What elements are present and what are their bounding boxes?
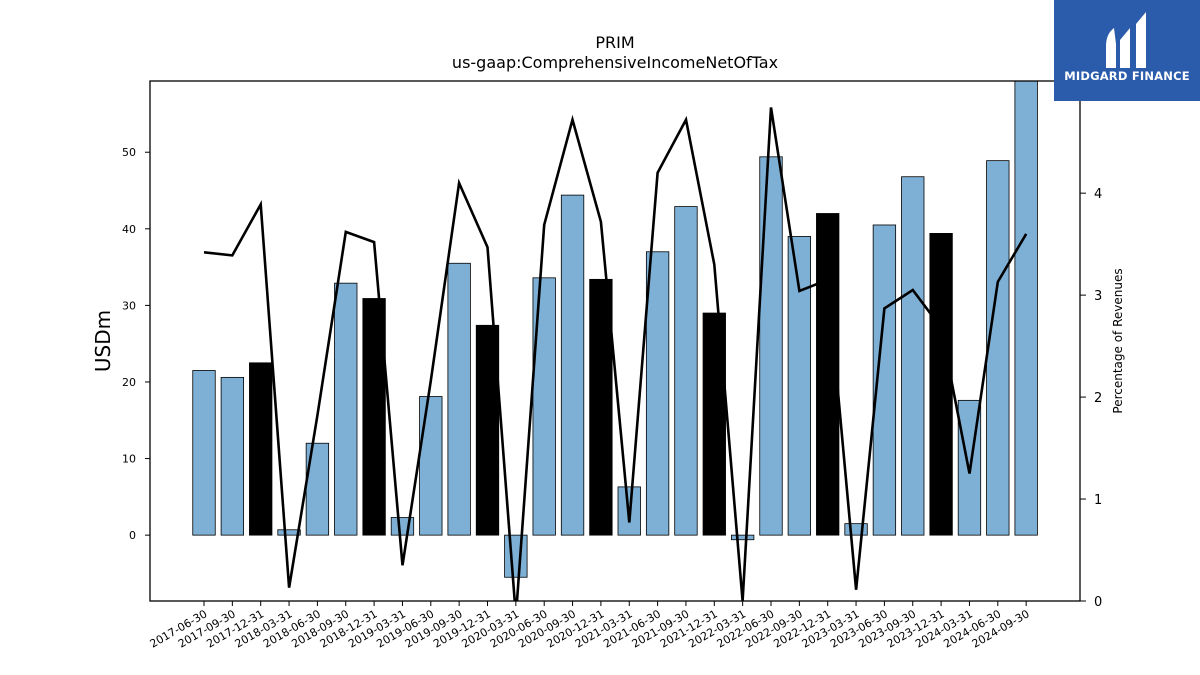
bar-2021-12-31 <box>702 312 726 536</box>
logo-text: MIDGARD FINANCE <box>1064 69 1190 83</box>
y-tick-label: 50 <box>122 146 136 159</box>
bar-2020-06-30 <box>532 277 556 536</box>
bar-2023-03-31 <box>844 523 868 536</box>
y-axis-left: 0 10 20 30 40 50 <box>122 146 150 542</box>
bar-2018-12-31 <box>362 298 386 536</box>
bar-2018-03-31 <box>277 529 301 536</box>
y-axis-right: 0 1 2 3 4 <box>1080 187 1102 610</box>
bar-2017-06-30 <box>192 370 216 536</box>
chart-subtitle: us-gaap:ComprehensiveIncomeNetOfTax <box>452 53 778 72</box>
y-tick-label: 0 <box>129 529 136 542</box>
brand-logo: MIDGARD FINANCE <box>1054 0 1200 101</box>
bar-2020-12-31 <box>589 278 613 536</box>
y-tick-label: 30 <box>122 299 136 312</box>
bar-2024-09-30 <box>1014 81 1038 536</box>
y2-tick-label: 0 <box>1094 595 1102 610</box>
bar-2017-12-31 <box>249 362 273 536</box>
bar-2019-12-31 <box>475 324 500 536</box>
bar-2020-09-30 <box>560 194 585 536</box>
bar-2022-09-30 <box>787 236 811 536</box>
bar-2024-06-30 <box>986 160 1010 536</box>
y-tick-label: 10 <box>122 453 136 466</box>
bar-2023-12-31 <box>929 233 953 536</box>
y2-tick-label: 1 <box>1094 493 1102 508</box>
bar-2019-06-30 <box>419 396 443 536</box>
bar-2023-06-30 <box>872 224 897 536</box>
y2-tick-label: 3 <box>1094 289 1102 304</box>
y-tick-label: 40 <box>122 223 136 236</box>
midgard-m-icon <box>1106 12 1146 68</box>
bar-2019-09-30 <box>447 262 471 536</box>
bar-2022-03-31 <box>731 534 755 541</box>
bar-2021-09-30 <box>674 206 698 536</box>
bar-2022-06-30 <box>759 156 783 536</box>
x-axis: 2017-06-302017-09-302017-12-312018-03-31… <box>148 601 1032 651</box>
bar-2022-12-31 <box>816 213 840 536</box>
bar-2017-09-30 <box>220 376 245 536</box>
bar-2023-09-30 <box>901 176 925 536</box>
plot-area-frame <box>149 80 1081 602</box>
percentage-line <box>203 107 1028 601</box>
y2-tick-label: 4 <box>1094 187 1102 202</box>
bar-2020-03-31 <box>504 534 528 578</box>
bar-2021-06-30 <box>645 251 670 536</box>
y2-axis-label: Percentage of Revenues <box>1111 268 1125 413</box>
y-tick-label: 20 <box>122 376 136 389</box>
chart-title: PRIM <box>595 33 634 52</box>
y-axis-label: USDm <box>91 310 115 372</box>
bar-2018-09-30 <box>334 282 358 536</box>
y2-tick-label: 2 <box>1094 391 1102 406</box>
